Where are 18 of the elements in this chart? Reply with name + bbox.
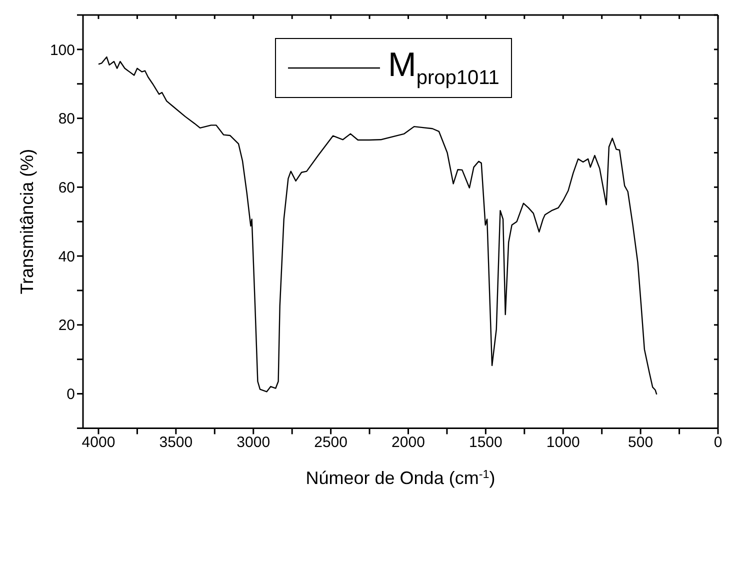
x-tick-label: 3500	[159, 434, 193, 451]
y-tick-label: 40	[58, 248, 75, 266]
legend-label: M$_{prop1011}$	[388, 46, 500, 89]
x-tick-label: 3000	[236, 434, 270, 451]
y-tick-label: 100	[50, 42, 75, 59]
y-tick-label: 60	[58, 179, 75, 196]
x-axis-title: Númeor de Onda (cm$^{-1}$)	[306, 468, 496, 488]
x-tick-label: 0	[714, 434, 722, 451]
x-tick-label: 4000	[82, 434, 116, 451]
y-tick-label: 80	[58, 110, 75, 128]
y-axis-title: Transmitância (%)	[17, 148, 37, 294]
x-tick-label: 1500	[468, 434, 502, 451]
x-tick-label: 2000	[392, 434, 425, 451]
y-tick-label: 0	[66, 386, 75, 404]
y-tick-label: 20	[58, 317, 75, 334]
x-tick-label: 2500	[314, 434, 348, 451]
x-tick-label: 500	[628, 434, 654, 451]
x-tick-label: 1000	[546, 434, 580, 451]
